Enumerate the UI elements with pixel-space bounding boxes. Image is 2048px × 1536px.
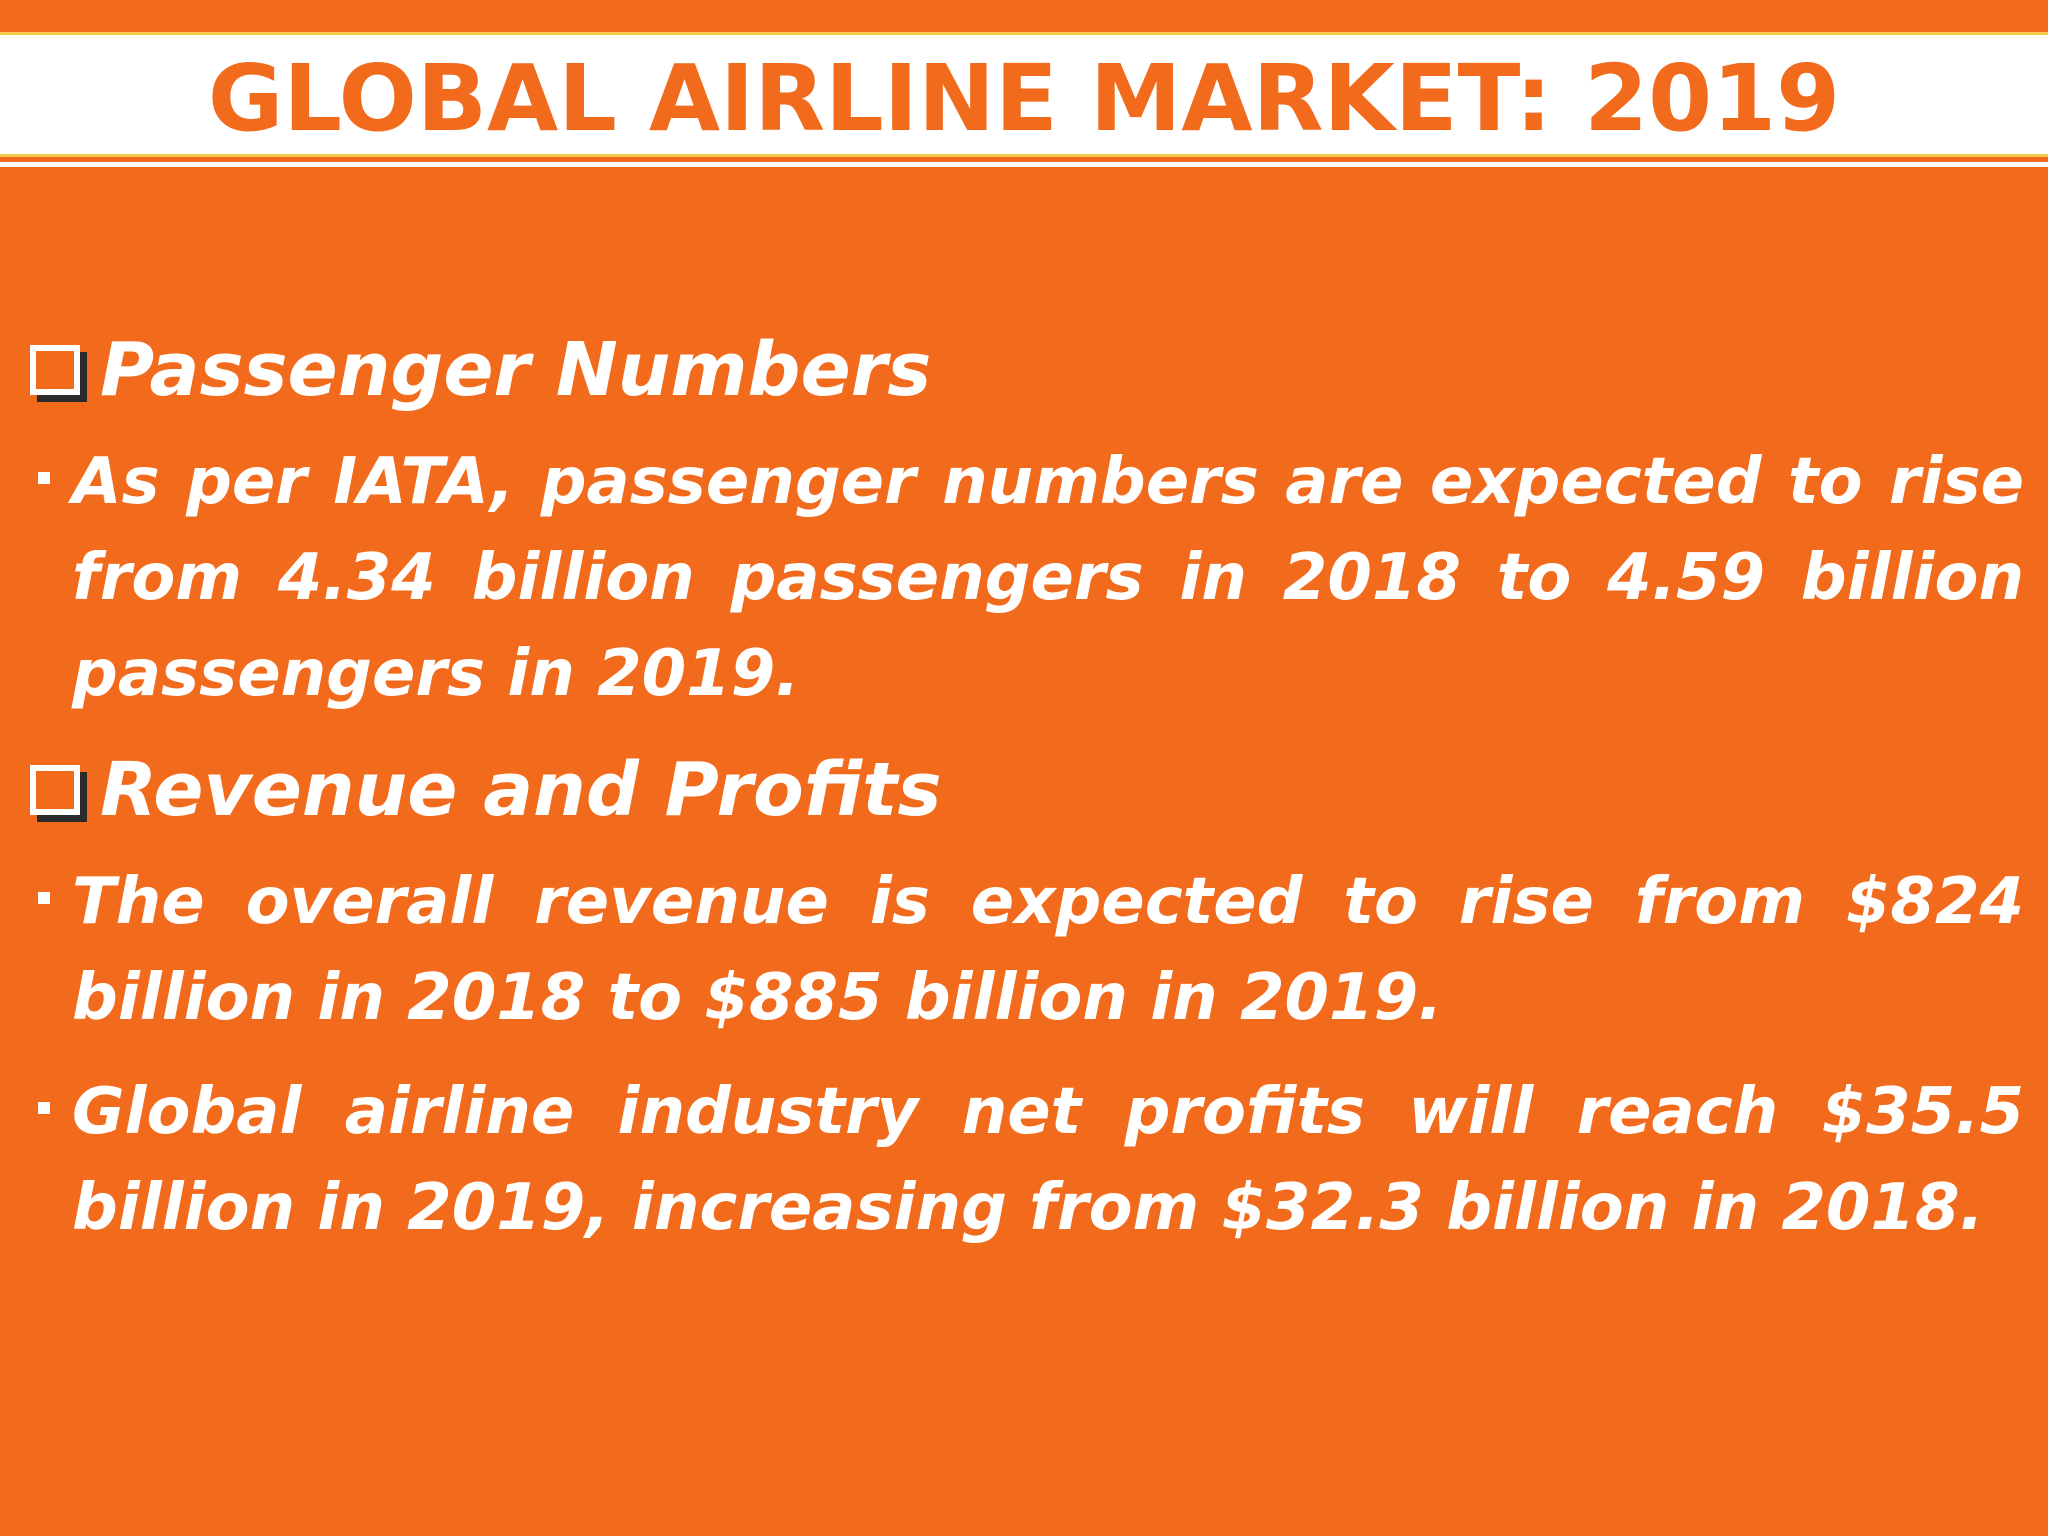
bullet-item: The overall revenue is expected to rise … [24, 854, 2024, 1046]
title-bar [0, 32, 2048, 157]
bullet-text: The overall revenue is expected to rise … [72, 865, 2024, 1035]
square-bullet-icon [38, 472, 50, 484]
bullet-text: As per IATA, passenger numbers are expec… [72, 445, 2024, 711]
section-heading-label: Revenue and Profits [100, 747, 942, 833]
slide-content: Passenger Numbers As per IATA, passenger… [24, 320, 2024, 1256]
bullet-item: As per IATA, passenger numbers are expec… [24, 434, 2024, 722]
section-heading-passenger-numbers: Passenger Numbers [24, 320, 2024, 420]
square-bullet-icon [38, 892, 50, 904]
slide-title: GLOBAL AIRLINE MARKET: 2019 [207, 45, 1841, 152]
section-heading-revenue-and-profits: Revenue and Profits [24, 740, 2024, 840]
checkbox-icon [30, 345, 80, 395]
section-heading-label: Passenger Numbers [100, 327, 932, 413]
bullet-item: Global airline industry net profits will… [24, 1064, 2024, 1256]
bullet-text: Global airline industry net profits will… [72, 1075, 2024, 1245]
square-bullet-icon [38, 1102, 50, 1114]
title-underline [0, 162, 2048, 167]
checkbox-icon [30, 765, 80, 815]
